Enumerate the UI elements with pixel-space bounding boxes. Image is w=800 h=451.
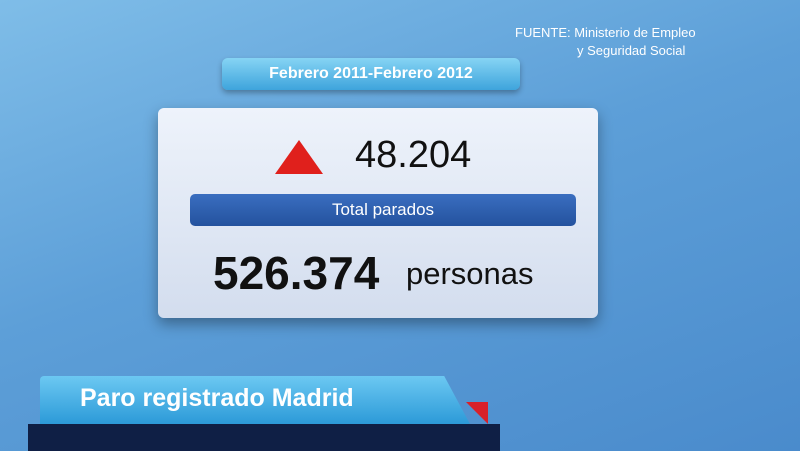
source-line: FUENTE: Ministerio de Empleo — [515, 25, 696, 40]
source: FUENTE: Ministerio de Empleo y Seguridad… — [515, 24, 696, 60]
label-bar: Total parados — [190, 194, 576, 226]
banner — [40, 376, 470, 424]
unit: personas — [406, 256, 534, 291]
banner-title: Paro registrado Madrid — [80, 384, 354, 412]
up-triangle — [275, 140, 323, 174]
period-pill: Febrero 2011-Febrero 2012 — [222, 58, 520, 90]
data-card: 48.204 Total parados 526.374 personas — [158, 108, 598, 318]
red-tag — [466, 402, 488, 424]
change-value: 48.204 — [355, 134, 472, 176]
source-line: y Seguridad Social — [577, 43, 686, 58]
total-value: 526.374 — [213, 247, 380, 299]
navy-bar — [28, 424, 500, 451]
